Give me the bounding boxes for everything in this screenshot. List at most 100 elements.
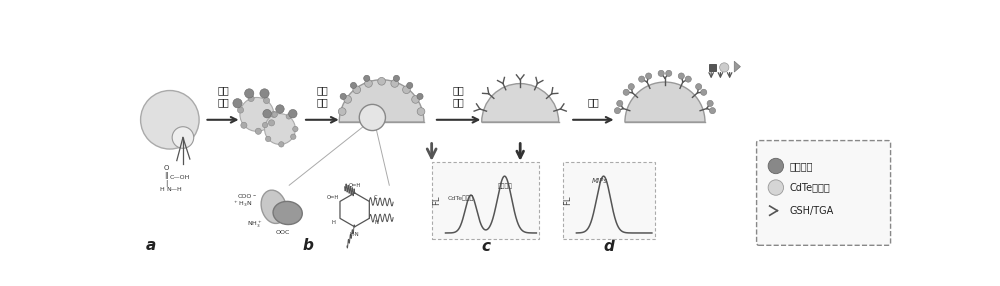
Text: b: b bbox=[303, 238, 314, 253]
Circle shape bbox=[240, 98, 274, 131]
Ellipse shape bbox=[273, 201, 302, 225]
Circle shape bbox=[268, 120, 275, 126]
Circle shape bbox=[378, 78, 385, 85]
Text: GSH/TGA: GSH/TGA bbox=[790, 206, 834, 216]
Text: FL: FL bbox=[563, 196, 572, 205]
Circle shape bbox=[391, 80, 399, 87]
Circle shape bbox=[393, 75, 400, 82]
Circle shape bbox=[359, 104, 385, 131]
Circle shape bbox=[279, 142, 284, 147]
Circle shape bbox=[666, 70, 672, 76]
Polygon shape bbox=[734, 61, 740, 72]
Text: 聚合
反应: 聚合 反应 bbox=[316, 85, 328, 107]
Text: C—OH: C—OH bbox=[170, 175, 190, 180]
Text: H: H bbox=[160, 187, 164, 192]
Circle shape bbox=[614, 108, 621, 114]
Circle shape bbox=[696, 84, 702, 90]
Text: $^-$: $^-$ bbox=[252, 194, 258, 198]
Circle shape bbox=[353, 86, 361, 94]
Text: CdTe量子点: CdTe量子点 bbox=[448, 195, 474, 201]
Circle shape bbox=[248, 96, 254, 102]
Bar bbox=[563, 162, 655, 239]
Text: COO: COO bbox=[238, 194, 252, 198]
Circle shape bbox=[340, 93, 346, 100]
Circle shape bbox=[350, 82, 357, 89]
Text: N—H: N—H bbox=[167, 187, 183, 192]
Text: H-N: H-N bbox=[350, 232, 359, 237]
Circle shape bbox=[141, 91, 199, 149]
Text: MIPs: MIPs bbox=[592, 178, 608, 184]
Text: O=H: O=H bbox=[327, 195, 339, 200]
Text: H: H bbox=[331, 220, 335, 225]
Text: CdTe量子点: CdTe量子点 bbox=[790, 182, 830, 192]
Circle shape bbox=[263, 110, 271, 118]
Bar bbox=[709, 64, 716, 71]
Circle shape bbox=[245, 89, 254, 98]
Text: $^+$H$_3$N: $^+$H$_3$N bbox=[233, 199, 252, 208]
Circle shape bbox=[172, 127, 194, 148]
Circle shape bbox=[364, 75, 370, 82]
Circle shape bbox=[685, 76, 691, 82]
Text: O: O bbox=[163, 165, 169, 171]
Circle shape bbox=[417, 108, 425, 115]
Ellipse shape bbox=[261, 190, 286, 223]
Bar bbox=[432, 162, 539, 239]
Text: a: a bbox=[145, 238, 156, 253]
Text: FL: FL bbox=[433, 196, 442, 205]
Circle shape bbox=[417, 93, 423, 100]
Circle shape bbox=[701, 89, 707, 96]
Circle shape bbox=[289, 110, 297, 118]
Text: 藻蓝蛋白: 藻蓝蛋白 bbox=[497, 184, 512, 189]
Circle shape bbox=[237, 107, 244, 113]
Wedge shape bbox=[625, 82, 705, 122]
Circle shape bbox=[639, 76, 645, 82]
Text: C: C bbox=[374, 195, 378, 200]
Circle shape bbox=[403, 86, 410, 94]
Circle shape bbox=[263, 98, 270, 104]
Circle shape bbox=[265, 136, 271, 142]
Circle shape bbox=[255, 128, 261, 134]
Circle shape bbox=[272, 112, 277, 117]
Circle shape bbox=[617, 100, 623, 106]
Circle shape bbox=[291, 134, 296, 139]
Text: |: | bbox=[165, 180, 167, 187]
Circle shape bbox=[344, 96, 352, 103]
Text: NH$_3^+$: NH$_3^+$ bbox=[247, 220, 262, 231]
Circle shape bbox=[262, 122, 268, 128]
Text: 藻蓝蛋白: 藻蓝蛋白 bbox=[790, 161, 813, 171]
Text: 洗脱
吸附: 洗脱 吸附 bbox=[453, 85, 464, 107]
Circle shape bbox=[293, 126, 298, 132]
Text: 识别: 识别 bbox=[587, 97, 599, 107]
Circle shape bbox=[407, 82, 413, 89]
Circle shape bbox=[658, 70, 664, 76]
Wedge shape bbox=[482, 84, 559, 122]
Circle shape bbox=[260, 89, 269, 98]
Circle shape bbox=[628, 84, 634, 90]
Circle shape bbox=[276, 105, 284, 113]
Circle shape bbox=[233, 99, 242, 108]
Circle shape bbox=[678, 73, 684, 79]
Text: ‖: ‖ bbox=[164, 172, 168, 179]
Text: OOC: OOC bbox=[275, 231, 290, 235]
Circle shape bbox=[412, 96, 419, 103]
Circle shape bbox=[365, 80, 372, 87]
Circle shape bbox=[338, 108, 346, 115]
Text: d: d bbox=[603, 239, 614, 254]
Circle shape bbox=[265, 114, 295, 144]
Circle shape bbox=[768, 158, 784, 174]
Circle shape bbox=[623, 89, 629, 96]
Circle shape bbox=[286, 114, 291, 119]
Circle shape bbox=[720, 63, 729, 72]
Text: N: N bbox=[374, 220, 378, 225]
Circle shape bbox=[768, 180, 784, 195]
Text: c: c bbox=[481, 239, 490, 254]
Text: O=H: O=H bbox=[349, 183, 361, 188]
FancyBboxPatch shape bbox=[757, 141, 891, 245]
Circle shape bbox=[271, 111, 277, 118]
Circle shape bbox=[707, 100, 713, 106]
Wedge shape bbox=[339, 80, 424, 122]
Text: 模板
固定: 模板 固定 bbox=[217, 85, 229, 107]
Circle shape bbox=[241, 122, 247, 128]
Circle shape bbox=[646, 73, 652, 79]
Circle shape bbox=[709, 108, 716, 114]
